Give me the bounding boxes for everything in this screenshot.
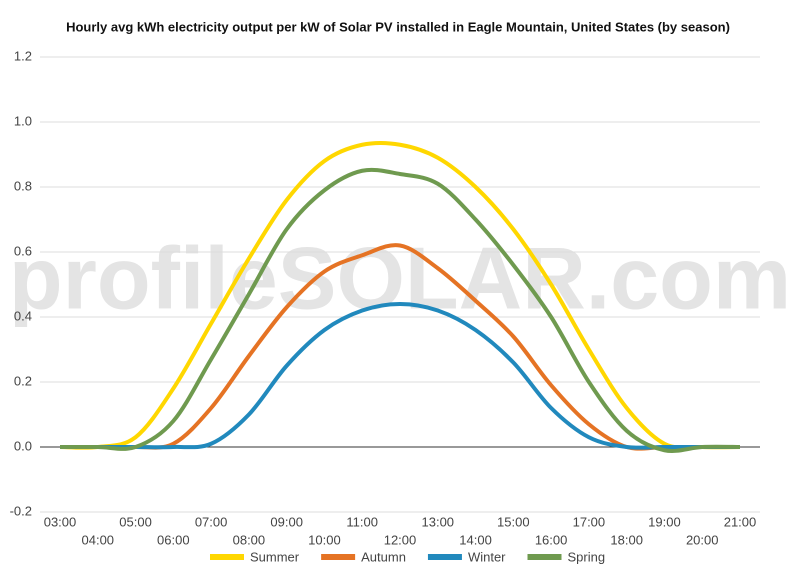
- x-tick-label: 19:00: [648, 514, 681, 529]
- watermark: profileSOLAR.com: [9, 228, 791, 327]
- x-tick-label: 11:00: [346, 514, 378, 529]
- x-tick-label: 20:00: [686, 532, 719, 547]
- series-line: [60, 302, 740, 450]
- x-tick-label: 05:00: [119, 514, 152, 529]
- y-tick-label: 1.2: [14, 48, 32, 63]
- x-tick-label: 03:00: [44, 514, 77, 529]
- y-tick-label: 0.4: [14, 308, 32, 323]
- y-tick-label: 1.0: [14, 113, 32, 128]
- x-tick-label: 14:00: [459, 532, 492, 547]
- legend-swatch: [210, 554, 244, 560]
- x-tick-label: 06:00: [157, 532, 190, 547]
- y-tick-label: -0.2: [10, 503, 32, 518]
- series-line: [60, 167, 741, 453]
- chart-title: Hourly avg kWh electricity output per kW…: [66, 19, 730, 34]
- legend-label: Winter: [468, 549, 506, 564]
- y-tick-label: 0.2: [14, 373, 32, 388]
- x-tick-label: 12:00: [384, 532, 417, 547]
- x-tick-label: 09:00: [270, 514, 303, 529]
- x-tick-label: 08:00: [233, 532, 266, 547]
- x-tick-label: 13:00: [422, 514, 455, 529]
- y-tick-label: 0.6: [14, 243, 32, 258]
- legend-swatch: [321, 554, 356, 560]
- legend-label: Autumn: [361, 549, 406, 564]
- legend-label: Summer: [250, 549, 300, 564]
- legend-swatch: [527, 554, 562, 560]
- legend-swatch: [427, 554, 462, 560]
- legend-label: Spring: [568, 549, 606, 564]
- series-line: [59, 140, 741, 450]
- y-tick-label: 0.0: [14, 438, 32, 453]
- x-tick-label: 18:00: [610, 532, 643, 547]
- x-tick-label: 07:00: [195, 514, 228, 529]
- x-tick-label: 15:00: [497, 514, 530, 529]
- x-tick-label: 04:00: [82, 532, 115, 547]
- x-tick-label: 10:00: [308, 532, 341, 547]
- x-tick-label: 16:00: [535, 532, 568, 547]
- y-tick-label: 0.8: [14, 178, 32, 193]
- x-tick-label: 17:00: [573, 514, 606, 529]
- x-tick-label: 21:00: [724, 514, 757, 529]
